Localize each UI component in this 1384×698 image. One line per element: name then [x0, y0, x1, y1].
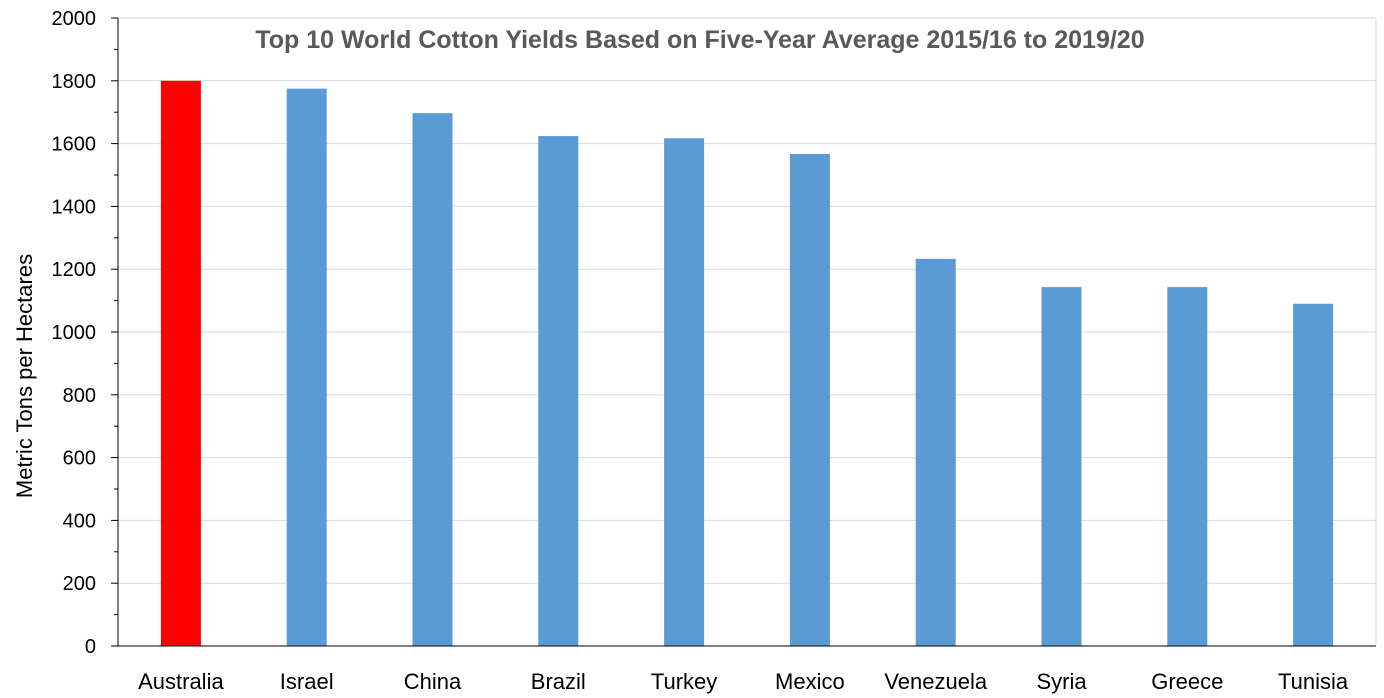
y-tick-label: 1400 — [52, 196, 97, 218]
y-tick-label: 1600 — [52, 134, 97, 156]
y-tick-label: 1200 — [52, 259, 97, 281]
x-tick-label: Syria — [1036, 669, 1087, 694]
y-tick-label: 800 — [63, 385, 96, 407]
bar-turkey — [664, 138, 705, 646]
y-tick-label: 200 — [63, 573, 96, 595]
x-tick-label: Brazil — [531, 669, 586, 694]
y-tick-label: 1000 — [52, 322, 97, 344]
x-tick-label: China — [404, 669, 462, 694]
x-tick-labels: Australia Israel China Brazil Turkey Mexico Ve… — [138, 669, 1349, 694]
chart-title: Top 10 World Cotton Yields Based on Five… — [255, 26, 1144, 54]
bar-syria — [1041, 287, 1082, 646]
x-tick-label: Venezuela — [884, 669, 988, 694]
y-tick-label: 2000 — [52, 8, 97, 30]
bars — [160, 80, 1334, 647]
bar-china — [412, 113, 453, 647]
x-tick-label: Greece — [1151, 669, 1223, 694]
x-tick-label: Australia — [138, 669, 224, 694]
y-tick-label: 400 — [63, 510, 96, 532]
bar-australia — [160, 80, 201, 647]
bar-tunisia — [1293, 303, 1334, 646]
x-tick-label: Mexico — [775, 669, 845, 694]
bar-venezuela — [915, 258, 956, 646]
x-tick-label: Tunisia — [1278, 669, 1349, 694]
bar-brazil — [538, 136, 579, 646]
x-tick-label: Israel — [280, 669, 334, 694]
bar-greece — [1167, 287, 1208, 646]
x-tick-label: Turkey — [651, 669, 717, 694]
y-tick-label: 0 — [85, 636, 96, 658]
bar-israel — [286, 88, 327, 646]
y-tick-label: 1800 — [52, 71, 97, 93]
bar-mexico — [789, 153, 830, 646]
y-tick-label: 600 — [63, 448, 96, 470]
y-tick-labels: 0 200 400 600 800 1000 1200 1400 1600 1800 2000 — [52, 8, 97, 658]
axes — [111, 17, 1377, 647]
y-axis-label: Metric Tons per Hectares — [12, 254, 37, 498]
